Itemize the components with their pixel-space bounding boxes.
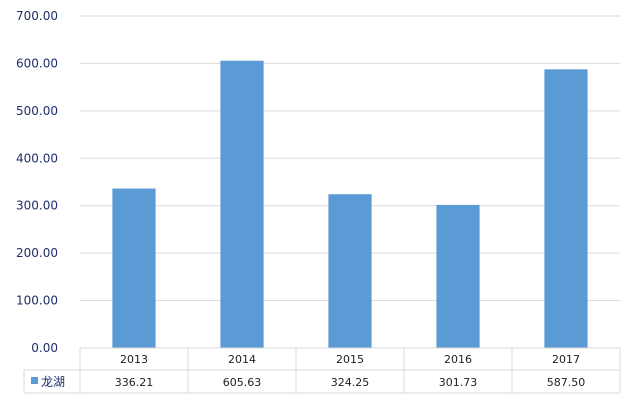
bar-2016 [436,204,480,348]
data-table: 2013 2014 2015 2016 2017 龙湖 336.21 605.63 324.25… [23,347,621,394]
x-tick-label: 2013 [120,353,148,366]
y-tick-label: 600.00 [16,56,58,70]
legend-swatch [31,377,38,384]
x-tick-label: 2017 [552,353,580,366]
y-tick-label: 0.00 [31,341,58,355]
x-tick-label: 2014 [228,353,256,366]
x-tick-label: 2015 [336,353,364,366]
y-tick-label: 100.00 [16,294,58,308]
y-tick-label: 500.00 [16,104,58,118]
bar-2017 [544,69,588,348]
x-tick-label: 2016 [444,353,472,366]
y-tick-label: 400.00 [16,151,58,165]
data-value-label: 605.63 [223,376,262,389]
bars [112,60,588,349]
y-axis-ticks: 0.00 100.00 200.00 300.00 400.00 500.00 600.00… [16,9,58,355]
bar-2015 [328,194,372,348]
y-tick-label: 200.00 [16,246,58,260]
legend-label: 龙湖 [41,374,65,389]
data-value-label: 324.25 [331,376,370,389]
data-value-label: 301.73 [439,376,478,389]
bar-2013 [112,188,156,348]
y-tick-label: 700.00 [16,9,58,23]
data-value-label: 587.50 [547,376,586,389]
bar-2014 [220,60,264,349]
data-value-label: 336.21 [115,376,154,389]
y-tick-label: 300.00 [16,199,58,213]
